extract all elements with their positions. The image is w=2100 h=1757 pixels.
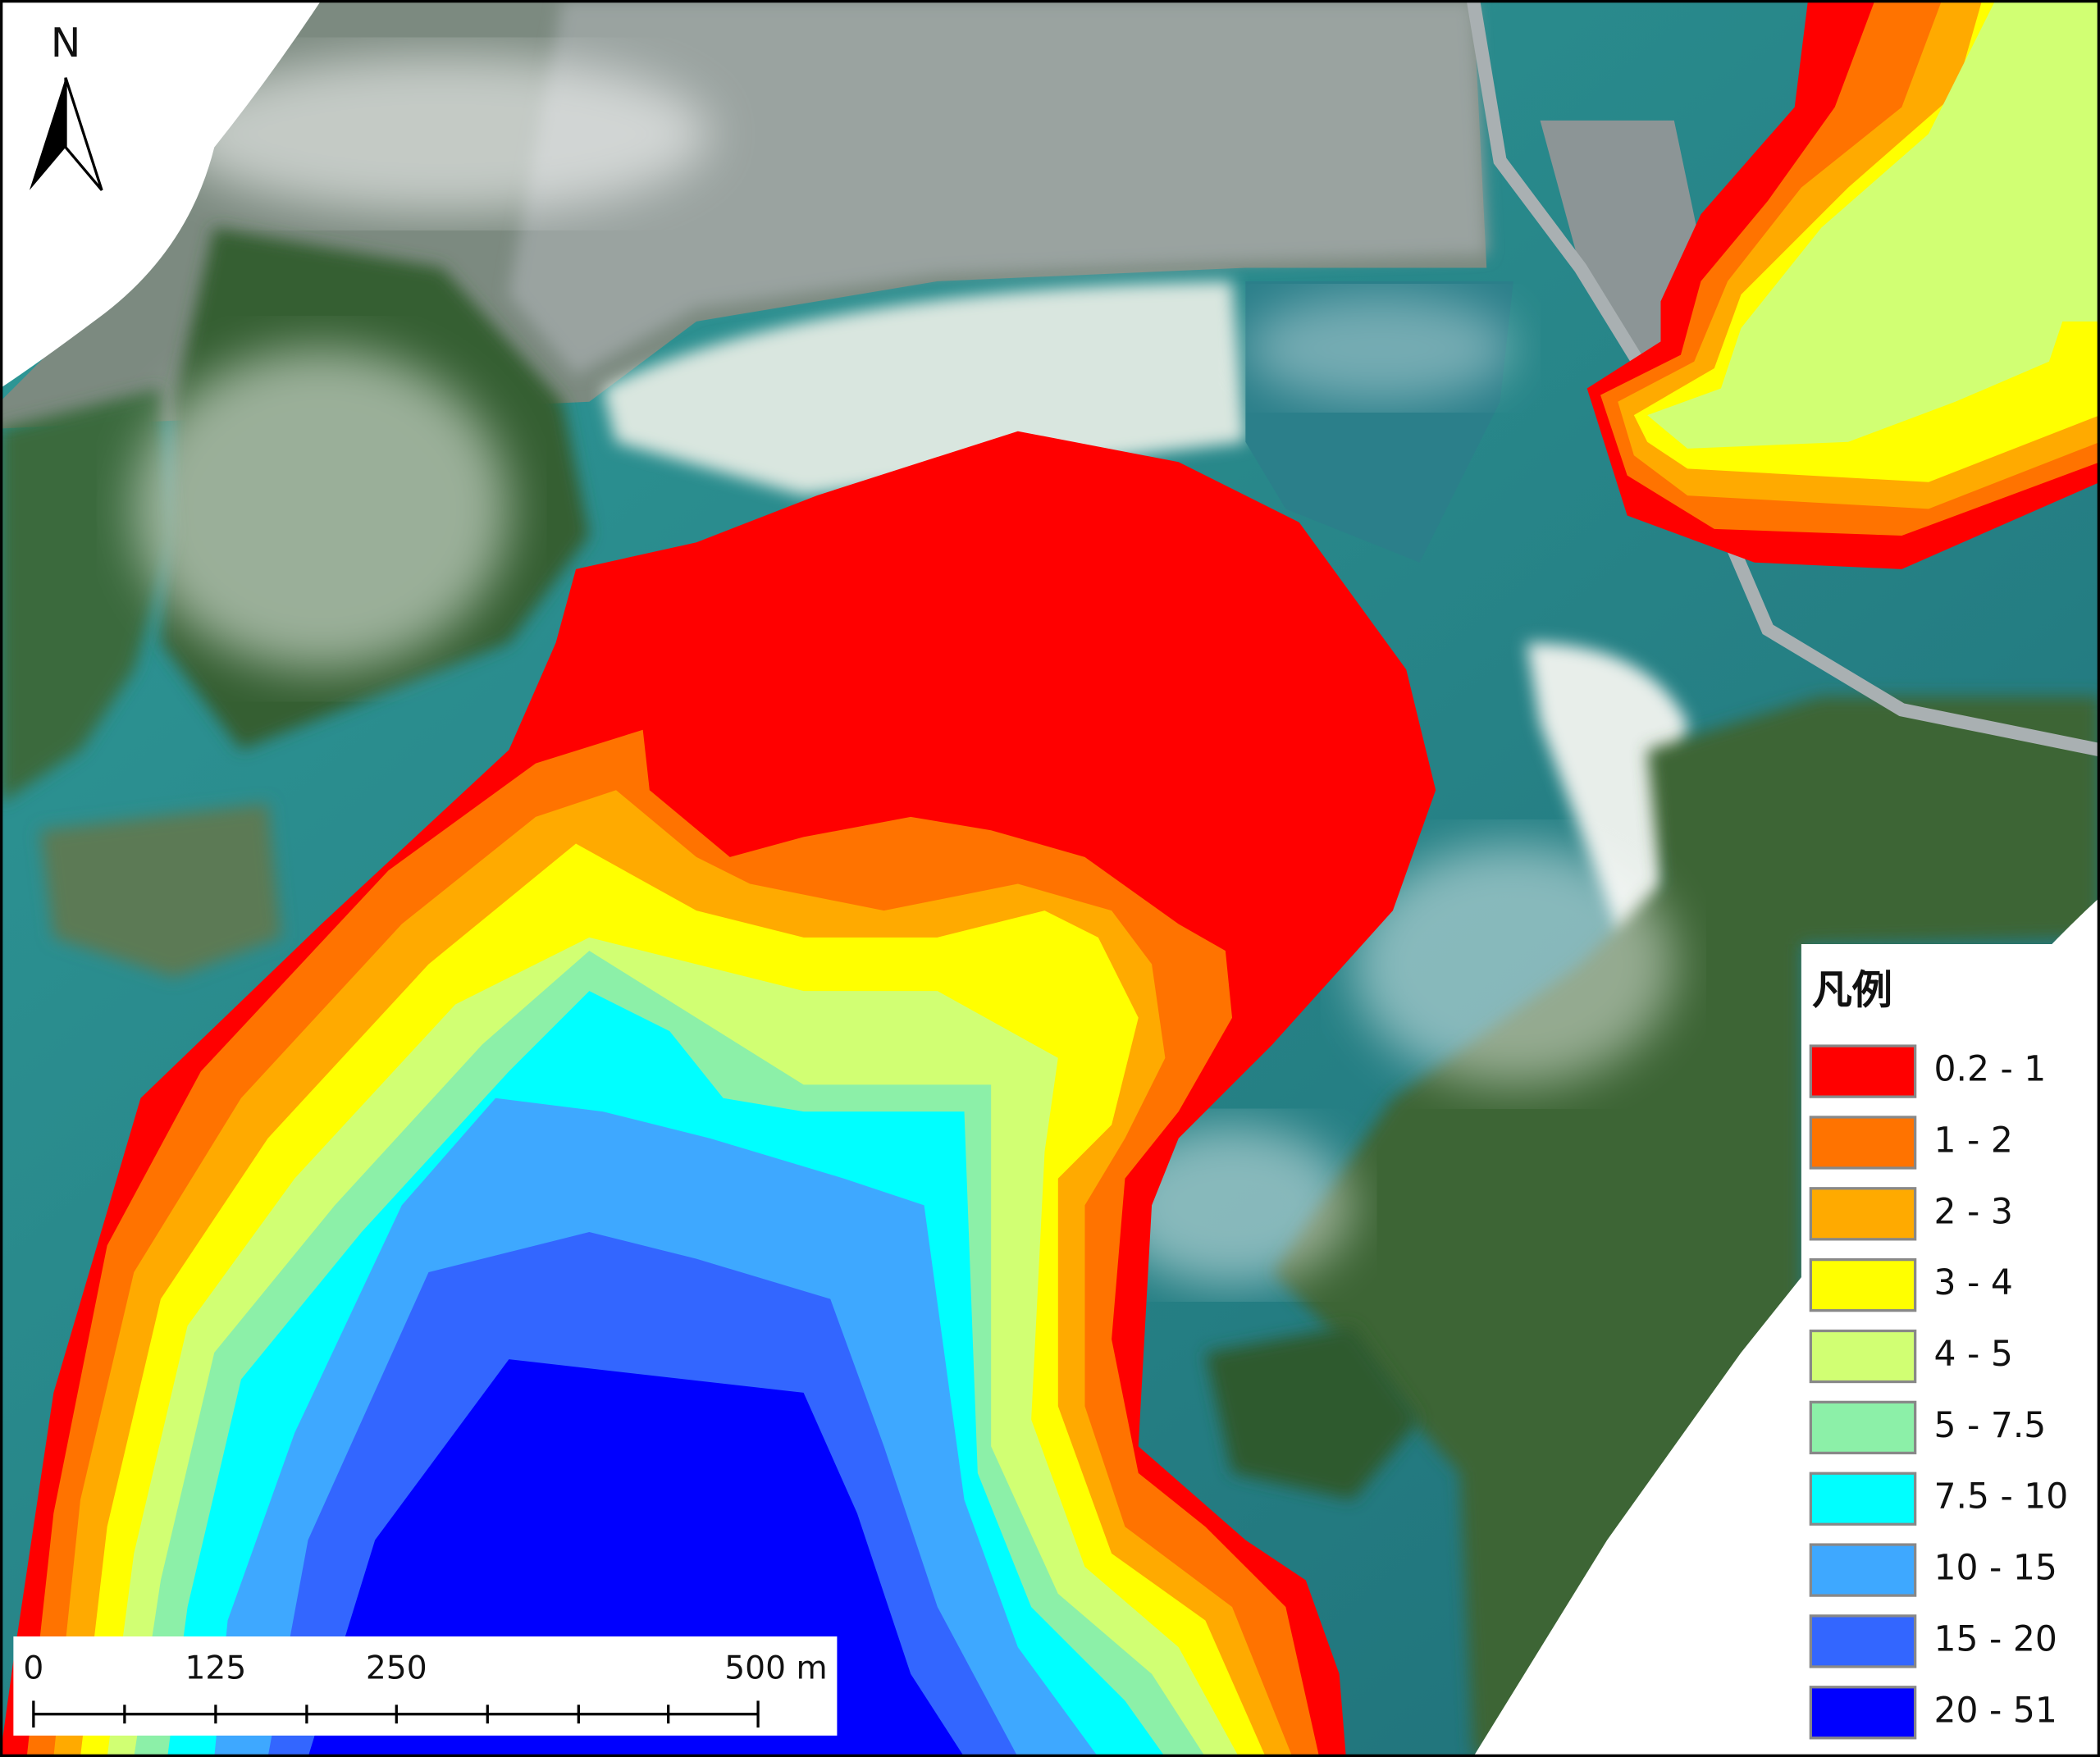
legend-swatch [1809, 1329, 1917, 1384]
scale-label: 250 [366, 1650, 427, 1686]
legend-swatch [1809, 1400, 1917, 1455]
legend-label: 2 - 3 [1934, 1192, 2013, 1232]
scale-bar: 0 125 250 500 m [13, 1636, 838, 1736]
legend-label: 5 - 7.5 [1934, 1406, 2047, 1446]
legend-label: 7.5 - 10 [1934, 1477, 2069, 1517]
legend-swatch [1809, 1472, 1917, 1526]
scale-label: 125 [185, 1650, 246, 1686]
legend-label: 20 - 51 [1934, 1691, 2057, 1731]
scale-label: 0 [23, 1650, 43, 1686]
legend-swatch [1809, 1614, 1917, 1668]
legend-swatch [1809, 1686, 1917, 1740]
legend-label: 15 - 20 [1934, 1619, 2057, 1659]
legend-label: 10 - 15 [1934, 1549, 2057, 1589]
north-label: N [51, 20, 81, 66]
scale-label: 500 m [724, 1650, 827, 1686]
legend: 凡例 0.2 - 1 1 - 2 2 - 3 3 - 4 4 - 5 5 - 7.5 7.5… [1801, 943, 2100, 1757]
legend-swatch [1809, 1116, 1917, 1170]
legend-label: 0.2 - 1 [1934, 1050, 2047, 1090]
legend-swatch [1809, 1044, 1917, 1098]
legend-swatch [1809, 1187, 1917, 1241]
legend-title: 凡例 [1812, 966, 1892, 1013]
legend-swatch [1809, 1258, 1917, 1312]
legend-label: 4 - 5 [1934, 1335, 2013, 1375]
legend-label: 3 - 4 [1934, 1263, 2013, 1303]
legend-swatch [1809, 1543, 1917, 1597]
north-arrow: N [29, 20, 103, 191]
depth-band [1647, 0, 2100, 449]
legend-label: 1 - 2 [1934, 1120, 2013, 1161]
